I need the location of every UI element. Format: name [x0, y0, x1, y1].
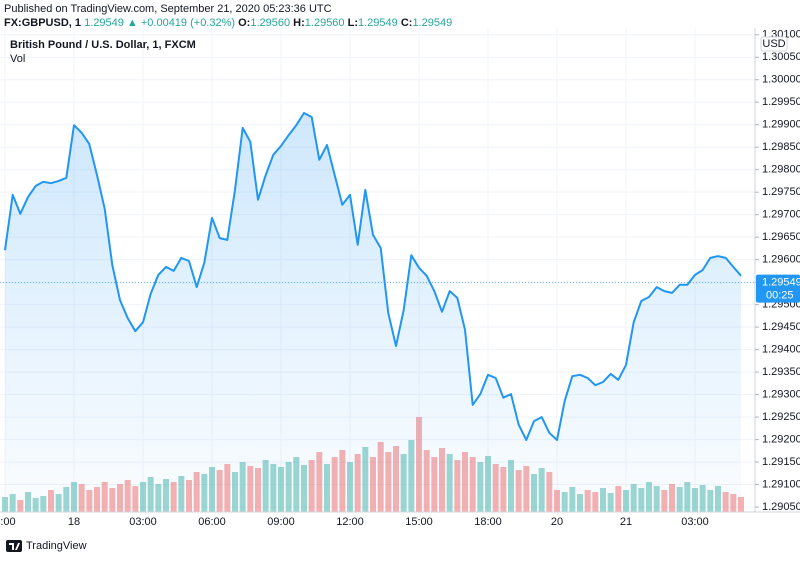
symbol-line: FX:GBPUSD, 1 1.29549 ▲ +0.00419 (+0.32%)…	[4, 17, 452, 29]
y-tick-label: 1.29600	[762, 254, 800, 266]
x-tick-label: 03:00	[681, 516, 709, 528]
x-tick-label: 09:00	[267, 516, 295, 528]
published: Published on TradingView.com, September …	[4, 3, 332, 15]
price-line	[4, 112, 742, 441]
footer-brand: TradingView	[26, 540, 87, 552]
h-value: 1.29560	[305, 17, 345, 29]
arrow: ▲	[127, 17, 138, 29]
x-tick-label: 03:00	[129, 516, 157, 528]
h-label: H:	[293, 17, 305, 29]
o-value: 1.29560	[250, 17, 290, 29]
c-value: 1.29549	[412, 17, 452, 29]
x-tick-label: 20	[551, 516, 563, 528]
last: 1.29549	[84, 17, 124, 29]
y-tick-label: 1.29350	[762, 366, 800, 378]
chart-title: British Pound / U.S. Dollar, 1, FXCM	[10, 39, 196, 51]
y-tick-label: 1.29300	[762, 389, 800, 401]
o-label: O:	[238, 17, 250, 29]
currency: USD	[762, 38, 785, 50]
y-tick-label: 1.29200	[762, 433, 800, 445]
x-tick-label: 18	[68, 516, 80, 528]
x-tick-label: 18:00	[474, 516, 502, 528]
y-tick-label: 1.29650	[762, 231, 800, 243]
axis-layer: 1.29050 1.29100 1.29150 1.29200 1.29250 1.293…	[0, 29, 800, 528]
x-tick-label: 21	[620, 516, 632, 528]
y-tick-label: 1.29100	[762, 478, 800, 490]
area-fill	[5, 113, 741, 512]
footer-logo	[6, 540, 22, 552]
y-tick-label: 1.29450	[762, 321, 800, 333]
change: +0.00419 (+0.32%)	[141, 17, 235, 29]
y-tick-label: 1.29050	[762, 501, 800, 513]
volume-label: Vol	[10, 53, 25, 65]
last-price-box	[756, 274, 800, 303]
currency-box	[760, 36, 788, 52]
x-tick-label: 15:00	[405, 516, 433, 528]
y-tick-label: 1.30000	[762, 74, 800, 86]
y-tick-label: 1.29700	[762, 209, 800, 221]
last-price-label: 1.29549	[762, 277, 800, 289]
x-tick-label: :00	[0, 516, 15, 528]
symbol: FX:GBPUSD, 1	[4, 17, 81, 29]
x-tick-label: 06:00	[198, 516, 226, 528]
y-tick-label: 1.29900	[762, 119, 800, 131]
x-tick-label: 12:00	[336, 516, 364, 528]
y-tick-label: 1.29250	[762, 411, 800, 423]
y-tick-label: 1.29800	[762, 164, 800, 176]
y-tick-label: 1.30050	[762, 51, 800, 63]
c-label: C:	[401, 17, 413, 29]
y-tick-label: 1.29750	[762, 186, 800, 198]
y-tick-label: 1.29150	[762, 456, 800, 468]
plot-layer	[0, 112, 755, 512]
y-tick-label: 1.29950	[762, 96, 800, 108]
l-value: 1.29549	[358, 17, 398, 29]
y-tick-label: 1.29400	[762, 344, 800, 356]
l-label: L:	[348, 17, 358, 29]
countdown-label: 00:25	[766, 290, 794, 302]
y-tick-label: 1.29850	[762, 141, 800, 153]
